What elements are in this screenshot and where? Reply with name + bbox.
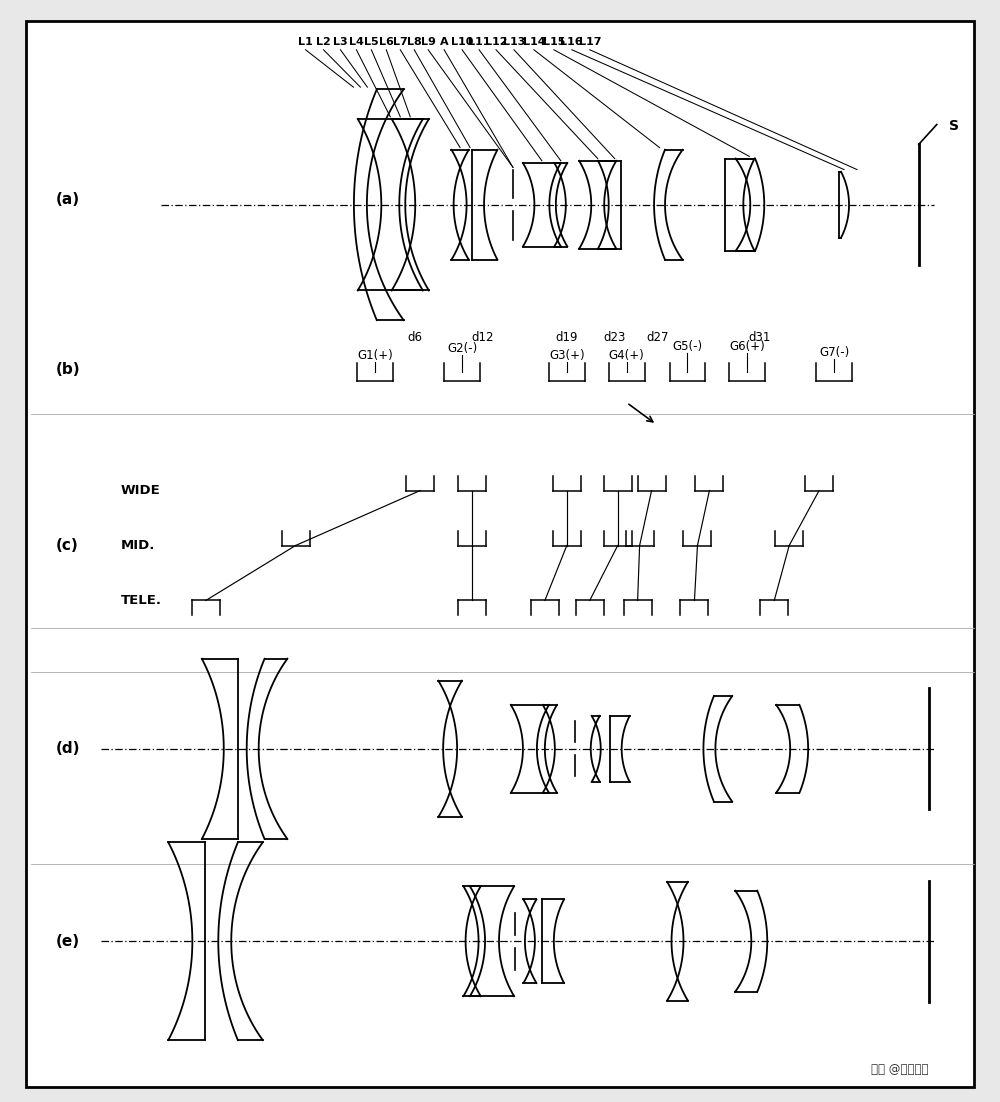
- Text: WIDE: WIDE: [121, 484, 161, 497]
- Text: (c): (c): [56, 538, 79, 553]
- Text: L6: L6: [379, 36, 394, 46]
- Text: (b): (b): [56, 363, 81, 377]
- Text: L2: L2: [316, 36, 331, 46]
- Text: L17: L17: [578, 36, 601, 46]
- Text: G5(-): G5(-): [672, 341, 703, 353]
- Text: G4(+): G4(+): [609, 349, 645, 361]
- Text: (a): (a): [56, 192, 80, 207]
- Text: L1: L1: [298, 36, 313, 46]
- Text: A: A: [440, 36, 448, 46]
- Text: L16: L16: [560, 36, 583, 46]
- Text: L14: L14: [523, 36, 545, 46]
- Text: L12: L12: [485, 36, 507, 46]
- Text: L4: L4: [349, 36, 364, 46]
- Text: L5: L5: [364, 36, 379, 46]
- Text: L11: L11: [468, 36, 490, 46]
- Text: TELE.: TELE.: [121, 594, 162, 607]
- Text: G3(+): G3(+): [549, 349, 585, 361]
- Text: L15: L15: [543, 36, 565, 46]
- Text: (d): (d): [56, 742, 81, 756]
- Text: G1(+): G1(+): [357, 349, 393, 361]
- Text: G2(-): G2(-): [447, 343, 477, 355]
- Text: L3: L3: [333, 36, 348, 46]
- Text: G7(-): G7(-): [819, 346, 849, 358]
- Text: d12: d12: [472, 332, 494, 344]
- Text: L8: L8: [407, 36, 422, 46]
- Text: d6: d6: [408, 332, 423, 344]
- Text: MID.: MID.: [121, 539, 155, 552]
- Text: L13: L13: [503, 36, 525, 46]
- Text: (e): (e): [56, 933, 80, 949]
- Text: d31: d31: [748, 332, 770, 344]
- Text: d27: d27: [646, 332, 669, 344]
- Text: L10: L10: [451, 36, 473, 46]
- Text: G6(+): G6(+): [729, 341, 765, 353]
- Text: 头条 @麦客摄影: 头条 @麦客摄影: [871, 1063, 929, 1077]
- Text: L7: L7: [393, 36, 408, 46]
- Text: d19: d19: [556, 332, 578, 344]
- Text: L9: L9: [421, 36, 436, 46]
- Text: d23: d23: [603, 332, 626, 344]
- Text: S: S: [949, 119, 959, 133]
